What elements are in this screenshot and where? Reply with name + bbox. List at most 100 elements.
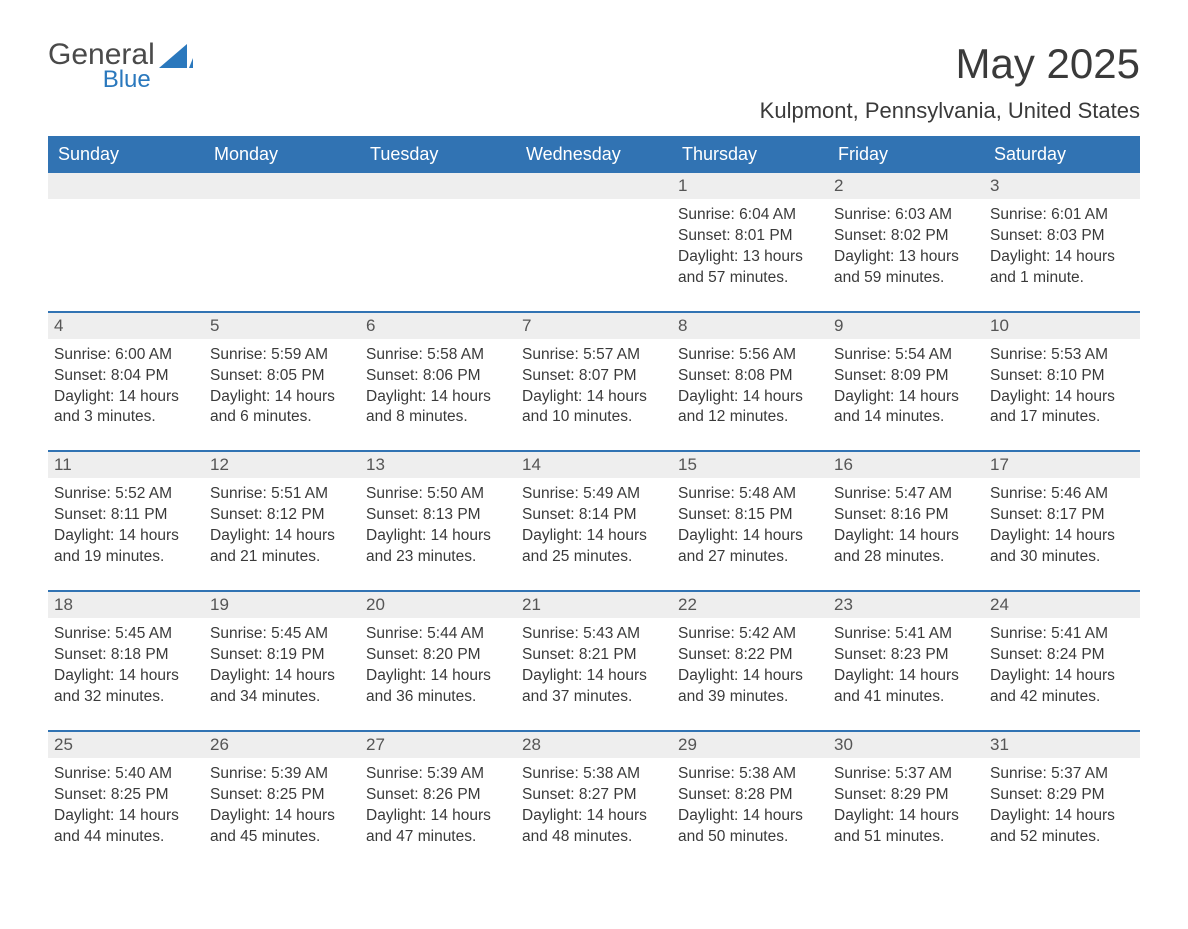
sunset-text: Sunset: 8:20 PM — [366, 645, 510, 666]
sunset-text: Sunset: 8:07 PM — [522, 366, 666, 387]
sunrise-text: Sunrise: 6:01 AM — [990, 205, 1134, 226]
day-number: 24 — [984, 592, 1140, 618]
calendar-header-row: SundayMondayTuesdayWednesdayThursdayFrid… — [48, 136, 1140, 173]
sunrise-text: Sunrise: 5:45 AM — [210, 624, 354, 645]
day-info: Sunrise: 5:54 AMSunset: 8:09 PMDaylight:… — [834, 345, 978, 429]
header: General Blue May 2025 — [48, 40, 1140, 92]
day-info: Sunrise: 5:48 AMSunset: 8:15 PMDaylight:… — [678, 484, 822, 568]
sunrise-text: Sunrise: 5:53 AM — [990, 345, 1134, 366]
sunset-text: Sunset: 8:27 PM — [522, 785, 666, 806]
daylight-text: Daylight: 14 hours and 8 minutes. — [366, 387, 510, 429]
calendar-day-cell: 1Sunrise: 6:04 AMSunset: 8:01 PMDaylight… — [672, 173, 828, 312]
sunrise-text: Sunrise: 5:49 AM — [522, 484, 666, 505]
day-info: Sunrise: 6:04 AMSunset: 8:01 PMDaylight:… — [678, 205, 822, 289]
daylight-text: Daylight: 14 hours and 47 minutes. — [366, 806, 510, 848]
daylight-text: Daylight: 14 hours and 45 minutes. — [210, 806, 354, 848]
sunrise-text: Sunrise: 5:37 AM — [990, 764, 1134, 785]
calendar-day-cell: 28 Sunrise: 5:38 AMSunset: 8:27 PMDayligh… — [516, 731, 672, 870]
day-info: Sunrise: 5:42 AMSunset: 8:22 PMDaylight:… — [678, 624, 822, 708]
column-header: Tuesday — [360, 136, 516, 173]
calendar-day-cell: 24Sunrise: 5:41 AMSunset: 8:24 PMDayligh… — [984, 591, 1140, 731]
sunset-text: Sunset: 8:02 PM — [834, 226, 978, 247]
day-info: Sunrise: 5:39 AMSunset: 8:26 PMDaylight:… — [366, 764, 510, 848]
sunset-text: Sunset: 8:23 PM — [834, 645, 978, 666]
day-info: Sunrise: 5:51 AMSunset: 8:12 PMDaylight:… — [210, 484, 354, 568]
sunset-text: Sunset: 8:25 PM — [54, 785, 198, 806]
column-header: Saturday — [984, 136, 1140, 173]
calendar-week-row: 11Sunrise: 5:52 AMSunset: 8:11 PMDayligh… — [48, 451, 1140, 591]
sunrise-text: Sunrise: 5:42 AM — [678, 624, 822, 645]
day-info: Sunrise: 5:49 AMSunset: 8:14 PMDaylight:… — [522, 484, 666, 568]
sunset-text: Sunset: 8:05 PM — [210, 366, 354, 387]
daylight-text: Daylight: 14 hours and 52 minutes. — [990, 806, 1134, 848]
day-number-blank — [360, 173, 516, 199]
daylight-text: Daylight: 14 hours and 36 minutes. — [366, 666, 510, 708]
calendar-body: 1Sunrise: 6:04 AMSunset: 8:01 PMDaylight… — [48, 173, 1140, 869]
sunset-text: Sunset: 8:22 PM — [678, 645, 822, 666]
day-number: 31 — [984, 732, 1140, 758]
sunrise-text: Sunrise: 5:41 AM — [834, 624, 978, 645]
day-number: 21 — [516, 592, 672, 618]
sunset-text: Sunset: 8:04 PM — [54, 366, 198, 387]
sunset-text: Sunset: 8:09 PM — [834, 366, 978, 387]
day-info: Sunrise: 5:38 AMSunset: 8:27 PMDaylight:… — [522, 764, 666, 848]
daylight-text: Daylight: 14 hours and 50 minutes. — [678, 806, 822, 848]
day-info: Sunrise: 6:00 AMSunset: 8:04 PMDaylight:… — [54, 345, 198, 429]
daylight-text: Daylight: 14 hours and 30 minutes. — [990, 526, 1134, 568]
column-header: Thursday — [672, 136, 828, 173]
calendar-day-cell: 13Sunrise: 5:50 AMSunset: 8:13 PMDayligh… — [360, 451, 516, 591]
calendar-day-cell — [360, 173, 516, 312]
sunset-text: Sunset: 8:14 PM — [522, 505, 666, 526]
sunrise-text: Sunrise: 6:03 AM — [834, 205, 978, 226]
calendar-day-cell: 14Sunrise: 5:49 AMSunset: 8:14 PMDayligh… — [516, 451, 672, 591]
day-number: 26 — [204, 732, 360, 758]
calendar-week-row: 25Sunrise: 5:40 AMSunset: 8:25 PMDayligh… — [48, 731, 1140, 870]
sunset-text: Sunset: 8:01 PM — [678, 226, 822, 247]
calendar-day-cell: 29Sunrise: 5:38 AMSunset: 8:28 PMDayligh… — [672, 731, 828, 870]
calendar-day-cell: 17Sunrise: 5:46 AMSunset: 8:17 PMDayligh… — [984, 451, 1140, 591]
daylight-text: Daylight: 14 hours and 25 minutes. — [522, 526, 666, 568]
sunset-text: Sunset: 8:19 PM — [210, 645, 354, 666]
calendar-week-row: 4Sunrise: 6:00 AMSunset: 8:04 PMDaylight… — [48, 312, 1140, 452]
sunrise-text: Sunrise: 5:57 AM — [522, 345, 666, 366]
daylight-text: Daylight: 14 hours and 32 minutes. — [54, 666, 198, 708]
sunrise-text: Sunrise: 5:59 AM — [210, 345, 354, 366]
day-number: 6 — [360, 313, 516, 339]
sunrise-text: Sunrise: 5:51 AM — [210, 484, 354, 505]
daylight-text: Daylight: 14 hours and 23 minutes. — [366, 526, 510, 568]
sunrise-text: Sunrise: 5:39 AM — [366, 764, 510, 785]
sunset-text: Sunset: 8:08 PM — [678, 366, 822, 387]
sunrise-text: Sunrise: 5:41 AM — [990, 624, 1134, 645]
brand-text: General Blue — [48, 40, 155, 92]
calendar-day-cell: 2Sunrise: 6:03 AMSunset: 8:02 PMDaylight… — [828, 173, 984, 312]
calendar-table: SundayMondayTuesdayWednesdayThursdayFrid… — [48, 136, 1140, 869]
daylight-text: Daylight: 14 hours and 6 minutes. — [210, 387, 354, 429]
day-info: Sunrise: 5:50 AMSunset: 8:13 PMDaylight:… — [366, 484, 510, 568]
day-info: Sunrise: 6:01 AMSunset: 8:03 PMDaylight:… — [990, 205, 1134, 289]
daylight-text: Daylight: 14 hours and 3 minutes. — [54, 387, 198, 429]
daylight-text: Daylight: 14 hours and 12 minutes. — [678, 387, 822, 429]
calendar-day-cell: 4Sunrise: 6:00 AMSunset: 8:04 PMDaylight… — [48, 312, 204, 452]
day-number: 5 — [204, 313, 360, 339]
day-number: 20 — [360, 592, 516, 618]
day-number: 27 — [360, 732, 516, 758]
calendar-day-cell: 18Sunrise: 5:45 AMSunset: 8:18 PMDayligh… — [48, 591, 204, 731]
calendar-day-cell: 8Sunrise: 5:56 AMSunset: 8:08 PMDaylight… — [672, 312, 828, 452]
calendar-day-cell: 5 Sunrise: 5:59 AMSunset: 8:05 PMDaylight… — [204, 312, 360, 452]
page-title: May 2025 — [956, 40, 1140, 88]
day-info: Sunrise: 5:39 AMSunset: 8:25 PMDaylight:… — [210, 764, 354, 848]
sunset-text: Sunset: 8:10 PM — [990, 366, 1134, 387]
day-info: Sunrise: 5:43 AMSunset: 8:21 PMDaylight:… — [522, 624, 666, 708]
calendar-day-cell — [48, 173, 204, 312]
sunrise-text: Sunrise: 5:44 AM — [366, 624, 510, 645]
sail-icon — [159, 44, 193, 70]
calendar-week-row: 18Sunrise: 5:45 AMSunset: 8:18 PMDayligh… — [48, 591, 1140, 731]
day-info: Sunrise: 6:03 AMSunset: 8:02 PMDaylight:… — [834, 205, 978, 289]
sunrise-text: Sunrise: 5:39 AM — [210, 764, 354, 785]
day-number-blank — [204, 173, 360, 199]
sunrise-text: Sunrise: 5:40 AM — [54, 764, 198, 785]
sunrise-text: Sunrise: 5:38 AM — [522, 764, 666, 785]
column-header: Wednesday — [516, 136, 672, 173]
day-number: 28 — [516, 732, 672, 758]
daylight-text: Daylight: 13 hours and 57 minutes. — [678, 247, 822, 289]
